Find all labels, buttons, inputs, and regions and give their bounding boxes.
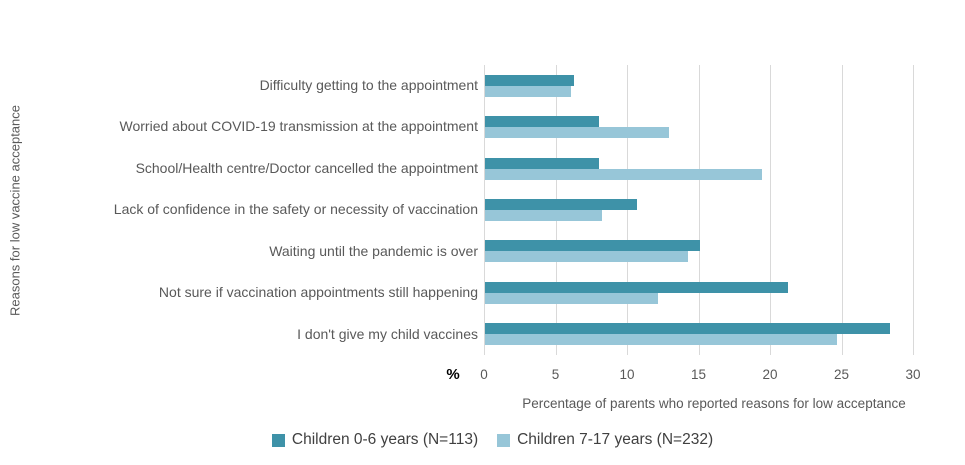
gridline: [698, 65, 700, 355]
x-tick-label: 30: [905, 367, 921, 382]
bar: [485, 281, 789, 293]
plot-area: [484, 65, 935, 355]
legend-label: Children 0-6 years (N=113): [291, 431, 479, 448]
x-axis-title: Percentage of parents who reported reaso…: [522, 396, 906, 411]
legend-label: Children 7-17 years (N=232): [517, 431, 714, 448]
legend-swatch: [271, 433, 285, 447]
bar: [485, 292, 659, 304]
x-axis-ticks: 0 5 10 15 20 25 30: [480, 367, 935, 385]
category-label: Lack of confidence in the safety or nece…: [113, 201, 478, 218]
x-tick-label: 25: [833, 367, 850, 382]
legend-item: Children 0-6 years (N=113): [271, 431, 479, 449]
bar: [485, 198, 637, 210]
bar: [485, 116, 600, 128]
gridline: [770, 65, 771, 355]
category-label: Not sure if vaccination appointments sti…: [158, 284, 478, 301]
bar-group: [485, 148, 935, 189]
bar-group: [485, 106, 935, 147]
category-labels: Difficulty getting to the appointment Wor…: [30, 65, 478, 355]
x-tick-label: 15: [690, 367, 707, 382]
bar: [485, 127, 670, 139]
bar: [485, 323, 890, 335]
bar: [485, 240, 700, 252]
bar-group: [485, 65, 935, 106]
legend-swatch: [497, 433, 511, 447]
category-label: Worried about COVID-19 transmission at t…: [119, 118, 478, 135]
bar-group: [485, 189, 935, 230]
bar: [485, 74, 574, 86]
bar: [485, 85, 571, 97]
x-tick-label: 5: [551, 367, 560, 382]
gridline: [913, 65, 914, 355]
bar: [485, 209, 603, 221]
category-label: School/Health centre/Doctor cancelled th…: [135, 159, 478, 176]
gridline: [484, 65, 485, 355]
category-label: I don't give my child vaccines: [297, 325, 478, 342]
legend: Children 0-6 years (N=113) Children 7-17 …: [0, 429, 965, 451]
x-tick-label: 0: [480, 367, 488, 382]
legend-item: Children 7-17 years (N=232): [497, 431, 713, 449]
bar: [485, 168, 763, 180]
category-label: Difficulty getting to the appointment: [259, 77, 478, 94]
category-label: Waiting until the pandemic is over: [269, 242, 478, 259]
x-axis-unit-label: %: [446, 366, 460, 383]
x-tick-label: 20: [762, 367, 778, 382]
bar-group: [485, 272, 935, 313]
bar-group: [485, 314, 935, 355]
x-tick-label: 10: [619, 367, 635, 382]
bar: [485, 157, 600, 169]
y-axis-title: Reasons for low vaccine acceptance: [7, 104, 23, 316]
gridline: [627, 65, 628, 355]
bar-group: [485, 231, 935, 272]
bar: [485, 334, 837, 346]
bar: [485, 251, 689, 263]
gridline: [841, 65, 843, 355]
